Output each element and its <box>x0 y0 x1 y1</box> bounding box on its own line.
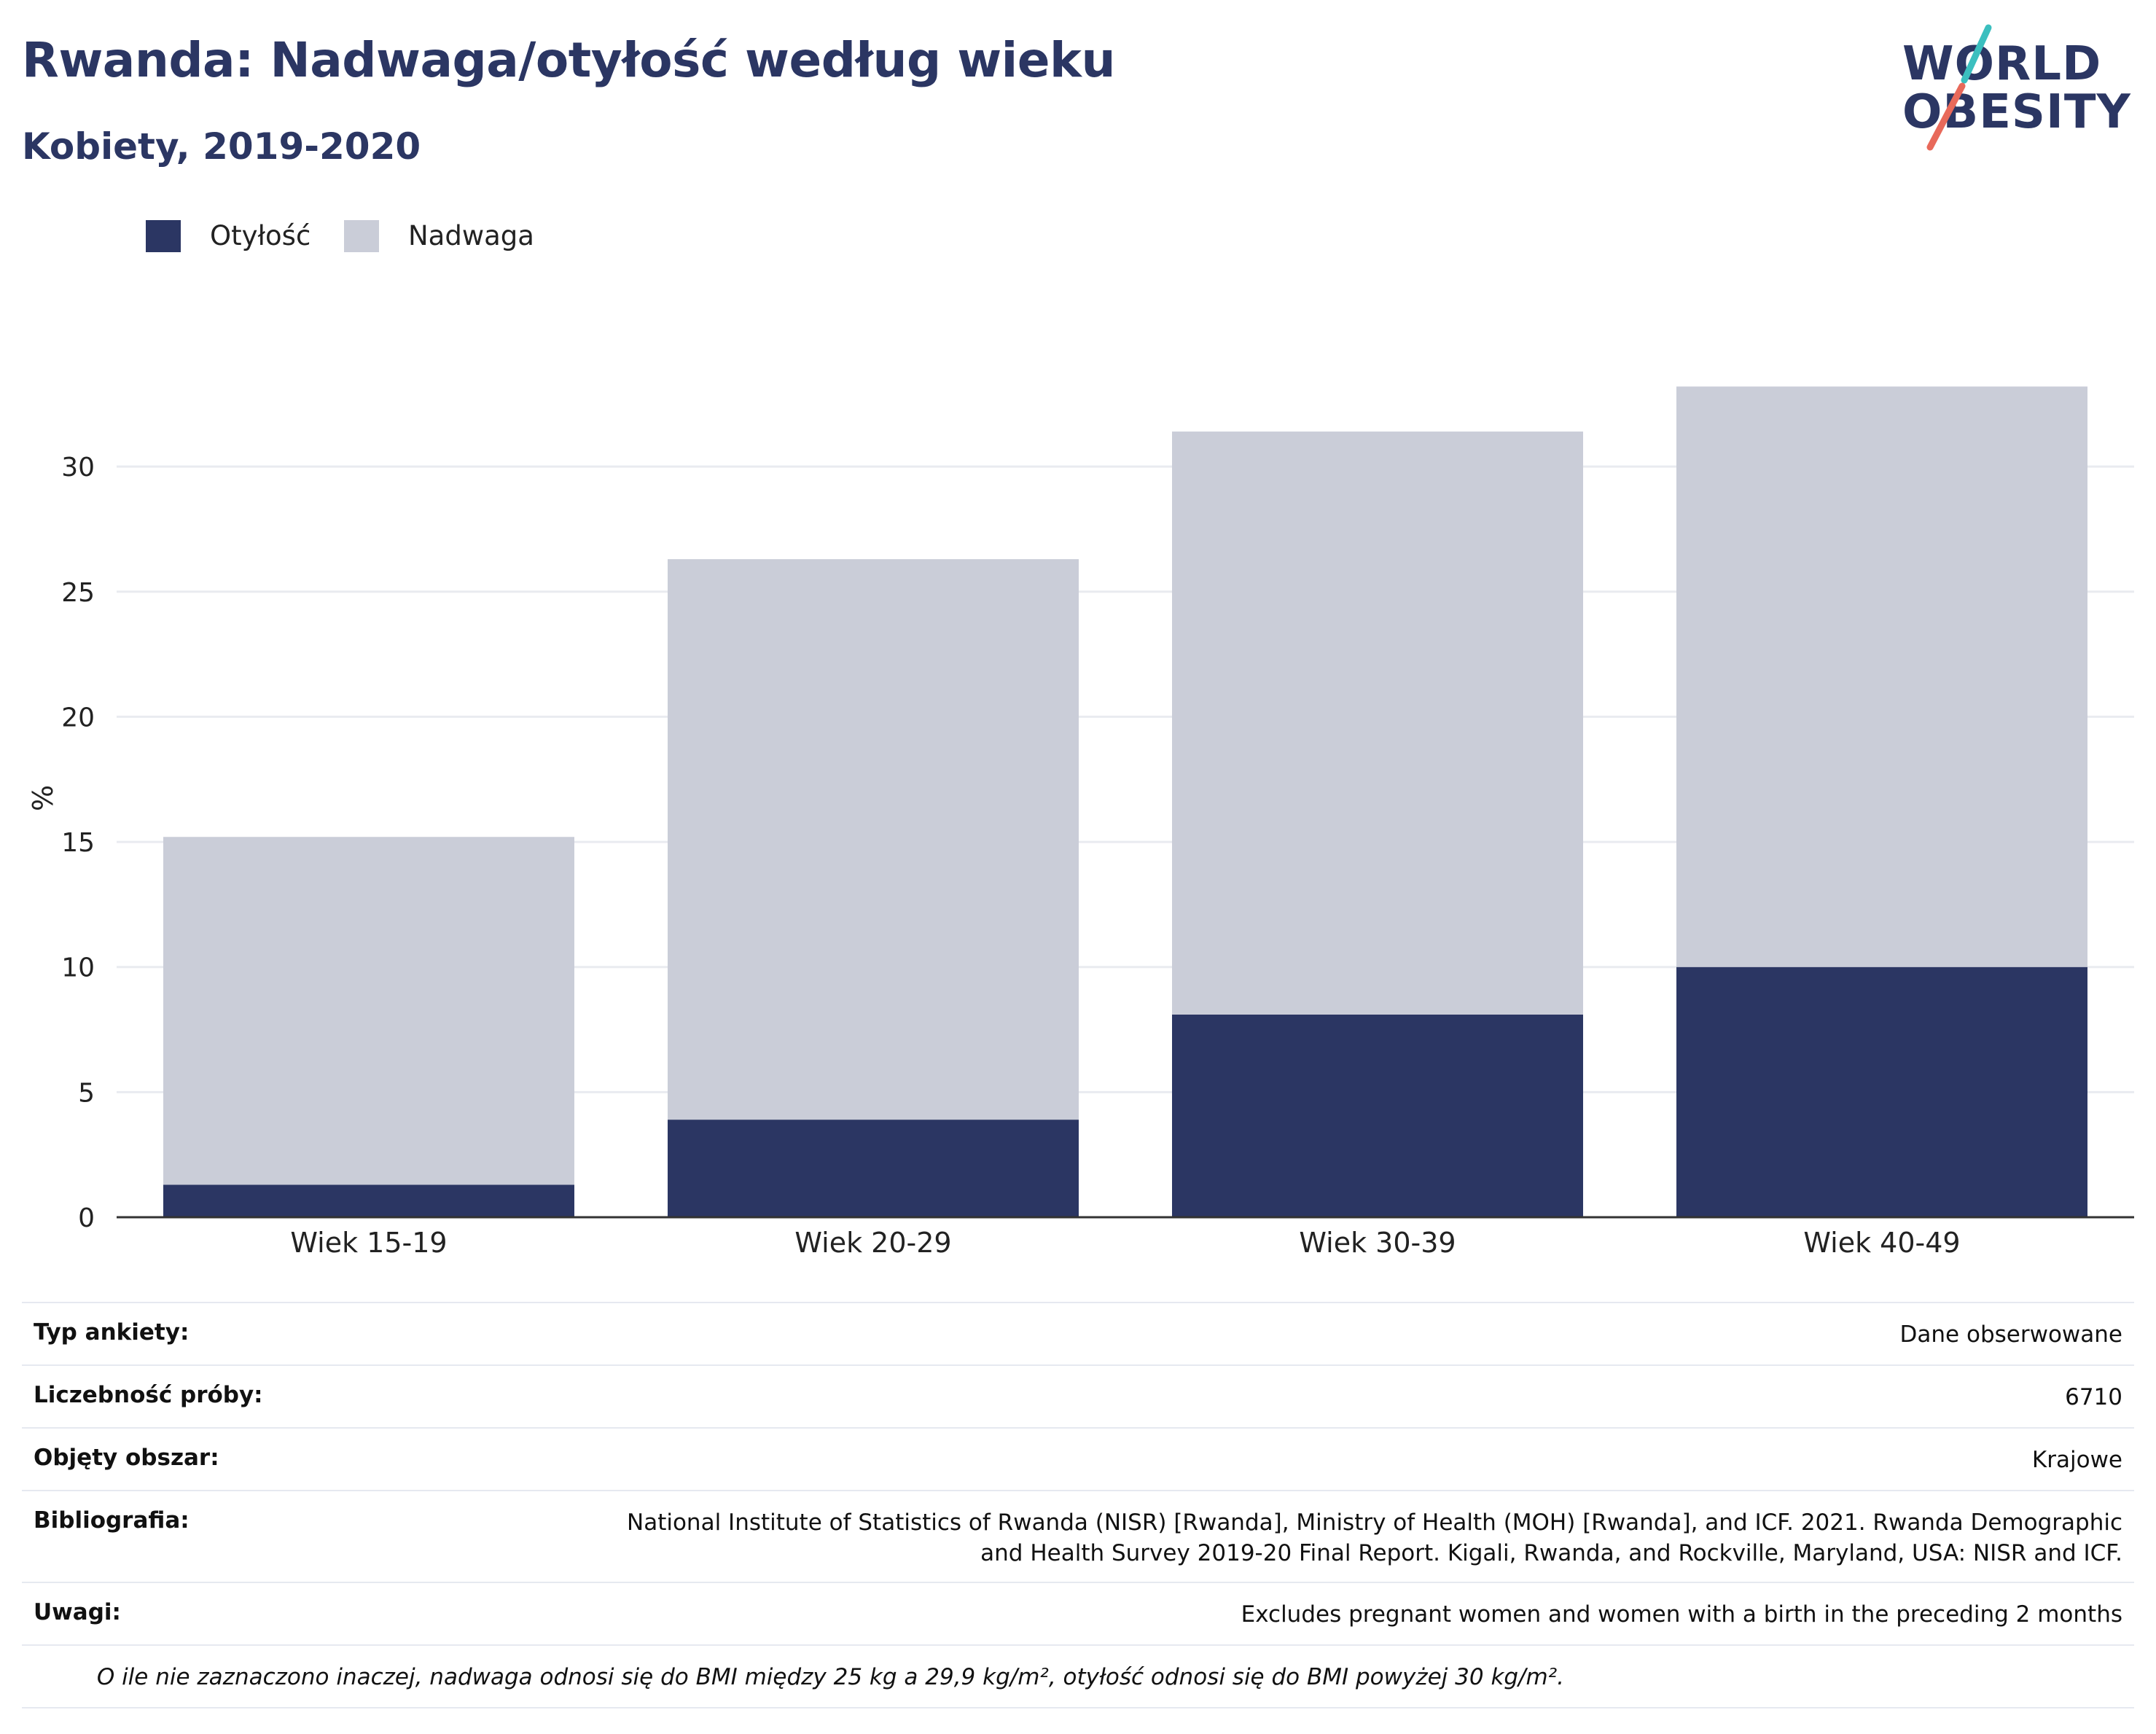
legend-label-overweight: Nadwaga <box>408 220 534 251</box>
details-row-footnote: O ile nie zaznaczono inaczej, nadwaga od… <box>22 1644 2134 1707</box>
y-tick-label: 30 <box>61 453 95 483</box>
details-row-bibliography: Bibliografia: National Institute of Stat… <box>22 1490 2134 1582</box>
y-tick-label: 0 <box>78 1203 95 1233</box>
bar-obesity <box>1676 966 2087 1217</box>
bar-overweight <box>163 837 574 1185</box>
details-row-sample-size: Liczebność próby: 6710 <box>22 1364 2134 1427</box>
y-tick-label: 10 <box>61 953 95 983</box>
chart-title: Rwanda: Nadwaga/otyłość według wieku <box>22 32 1115 88</box>
details-label: Liczebność próby: <box>34 1382 263 1408</box>
logo-slash-icon <box>1926 24 1992 151</box>
details-row-notes: Uwagi: Excludes pregnant women and women… <box>22 1582 2134 1644</box>
details-label: Typ ankiety: <box>34 1319 190 1346</box>
details-label: Objęty obszar: <box>34 1445 219 1471</box>
world-obesity-logo: WORLD OBESITY <box>1902 22 2143 153</box>
details-value: Krajowe <box>2031 1447 2122 1473</box>
details-row-area: Objęty obszar: Krajowe <box>22 1427 2134 1490</box>
y-tick-label: 5 <box>78 1078 95 1108</box>
chart-subtitle: Kobiety, 2019-2020 <box>22 125 421 168</box>
y-tick-label: 25 <box>61 578 95 608</box>
legend-swatch-obesity <box>146 220 181 252</box>
legend-label-obesity: Otyłość <box>210 220 311 251</box>
details-value: National Institute of Statistics of Rwan… <box>627 1510 2122 1566</box>
bar-overweight <box>1172 431 1583 1015</box>
x-tick-label: Wiek 40-49 <box>1803 1227 1960 1259</box>
survey-details-table: Typ ankiety: Dane obserwowane Liczebność… <box>22 1302 2134 1708</box>
y-tick-label: 15 <box>61 828 95 858</box>
footnote-text: O ile nie zaznaczono inaczej, nadwaga od… <box>96 1664 1564 1690</box>
bar-obesity <box>668 1120 1079 1217</box>
stacked-bar-chart: 0 5 10 15 20 25 30% Wiek 15-19 Wiek 20-29 Wiek 30… <box>27 386 2134 1259</box>
table-bottom-rule <box>22 1707 2134 1708</box>
bar-overweight <box>1676 386 2087 967</box>
bar-overweight <box>668 559 1079 1120</box>
details-value: Dane obserwowane <box>1899 1321 2122 1348</box>
y-tick-label: 20 <box>61 703 95 733</box>
details-label: Uwagi: <box>34 1599 121 1625</box>
details-value: Excludes pregnant women and women with a… <box>1241 1601 2122 1628</box>
y-axis-label: % <box>27 785 59 811</box>
bar-obesity <box>163 1184 574 1217</box>
bar-obesity <box>1172 1014 1583 1217</box>
x-tick-label: Wiek 30-39 <box>1299 1227 1456 1259</box>
details-label: Bibliografia: <box>34 1507 190 1534</box>
logo-word-1: WORLD <box>1902 37 2102 91</box>
x-tick-label: Wiek 20-29 <box>794 1227 951 1259</box>
legend-swatch-overweight <box>344 220 379 252</box>
x-tick-label: Wiek 15-19 <box>290 1227 447 1259</box>
details-row-survey-type: Typ ankiety: Dane obserwowane <box>22 1302 2134 1364</box>
details-value: 6710 <box>2065 1384 2122 1410</box>
